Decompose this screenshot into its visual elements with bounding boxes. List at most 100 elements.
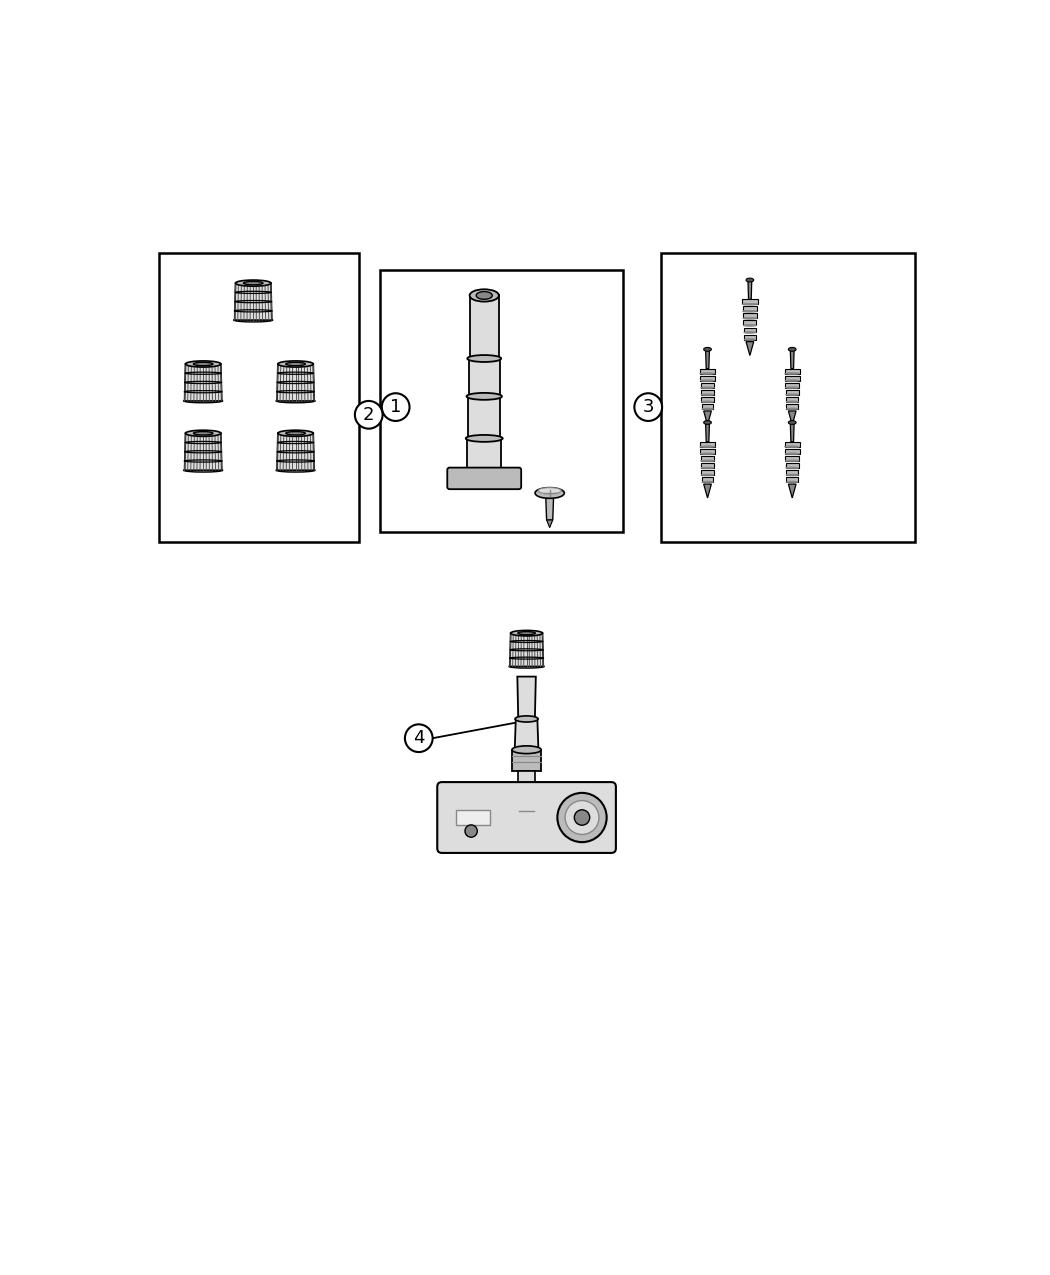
Polygon shape	[742, 306, 757, 311]
Ellipse shape	[701, 474, 714, 476]
Polygon shape	[701, 390, 714, 395]
Polygon shape	[518, 771, 536, 787]
Ellipse shape	[700, 380, 715, 381]
Polygon shape	[700, 441, 715, 446]
Polygon shape	[785, 376, 799, 381]
Ellipse shape	[742, 310, 757, 312]
Ellipse shape	[510, 630, 543, 636]
Polygon shape	[700, 449, 715, 454]
Polygon shape	[546, 499, 553, 520]
Text: 3: 3	[643, 398, 654, 416]
Ellipse shape	[704, 347, 712, 352]
Ellipse shape	[701, 467, 714, 469]
Ellipse shape	[186, 430, 220, 436]
Polygon shape	[700, 368, 715, 374]
Ellipse shape	[466, 393, 502, 400]
Ellipse shape	[786, 474, 798, 476]
Text: 1: 1	[390, 398, 401, 416]
Ellipse shape	[699, 372, 715, 375]
Ellipse shape	[244, 282, 262, 284]
Polygon shape	[785, 463, 799, 468]
Polygon shape	[469, 296, 499, 358]
Polygon shape	[742, 300, 758, 305]
Ellipse shape	[286, 362, 306, 366]
Ellipse shape	[193, 362, 213, 366]
Ellipse shape	[278, 361, 313, 367]
Polygon shape	[185, 363, 222, 400]
Ellipse shape	[467, 354, 501, 362]
Polygon shape	[791, 422, 794, 441]
Ellipse shape	[509, 664, 544, 668]
Circle shape	[355, 400, 382, 428]
Polygon shape	[234, 283, 272, 320]
Ellipse shape	[276, 399, 315, 403]
Polygon shape	[467, 439, 501, 470]
Bar	[662, 254, 916, 542]
Ellipse shape	[234, 319, 273, 323]
Ellipse shape	[699, 446, 715, 448]
Ellipse shape	[743, 317, 757, 319]
Polygon shape	[789, 484, 796, 499]
Ellipse shape	[789, 347, 796, 352]
Circle shape	[565, 801, 598, 834]
Bar	[380, 270, 623, 532]
Text: 2: 2	[363, 405, 375, 423]
Polygon shape	[786, 477, 798, 482]
Circle shape	[634, 393, 663, 421]
Ellipse shape	[701, 408, 713, 409]
Polygon shape	[743, 314, 757, 319]
Ellipse shape	[477, 292, 492, 300]
Ellipse shape	[235, 280, 271, 286]
Bar	[160, 254, 359, 542]
Ellipse shape	[784, 446, 800, 448]
Polygon shape	[468, 358, 500, 397]
Circle shape	[382, 393, 410, 421]
Polygon shape	[706, 349, 710, 368]
Polygon shape	[277, 434, 314, 470]
Ellipse shape	[785, 386, 799, 389]
Polygon shape	[743, 320, 756, 325]
Ellipse shape	[466, 435, 503, 442]
Polygon shape	[701, 477, 713, 482]
Ellipse shape	[786, 408, 798, 409]
Ellipse shape	[700, 453, 715, 455]
Ellipse shape	[743, 325, 756, 326]
Polygon shape	[744, 334, 756, 339]
Ellipse shape	[785, 467, 799, 469]
Polygon shape	[704, 411, 712, 425]
Polygon shape	[791, 349, 794, 368]
Ellipse shape	[186, 361, 220, 367]
Ellipse shape	[276, 468, 315, 472]
Ellipse shape	[744, 339, 756, 340]
Polygon shape	[786, 397, 798, 402]
Polygon shape	[786, 404, 798, 409]
Polygon shape	[785, 390, 799, 395]
Polygon shape	[701, 397, 714, 402]
Circle shape	[574, 810, 590, 825]
Polygon shape	[547, 520, 552, 528]
Polygon shape	[748, 280, 752, 300]
Ellipse shape	[512, 746, 541, 754]
Ellipse shape	[700, 386, 714, 389]
Ellipse shape	[746, 278, 754, 282]
Polygon shape	[468, 397, 501, 439]
Ellipse shape	[786, 481, 798, 483]
Ellipse shape	[785, 394, 799, 395]
Ellipse shape	[701, 481, 713, 483]
Ellipse shape	[701, 394, 714, 395]
Ellipse shape	[469, 289, 499, 302]
Ellipse shape	[278, 430, 313, 436]
Polygon shape	[789, 411, 796, 425]
Ellipse shape	[193, 431, 213, 435]
FancyBboxPatch shape	[437, 782, 616, 853]
Ellipse shape	[786, 400, 798, 403]
Polygon shape	[514, 719, 539, 750]
Polygon shape	[277, 363, 314, 400]
Text: 4: 4	[413, 729, 424, 747]
Bar	[456, 810, 490, 825]
Ellipse shape	[514, 746, 539, 754]
Ellipse shape	[742, 303, 758, 305]
Circle shape	[558, 793, 607, 843]
Ellipse shape	[785, 380, 799, 381]
Ellipse shape	[536, 487, 564, 499]
